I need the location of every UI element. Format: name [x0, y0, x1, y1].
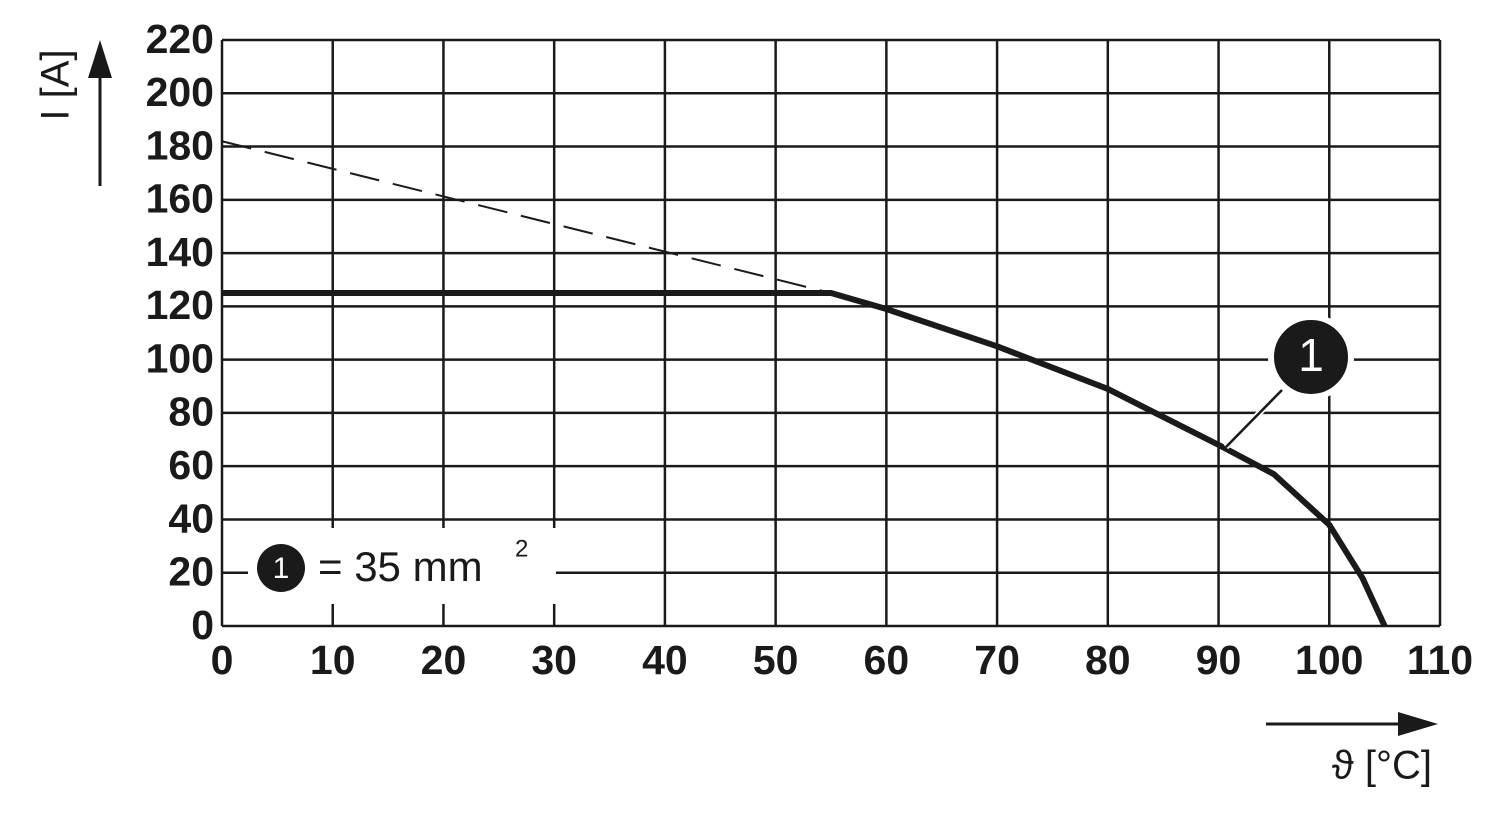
y-tick-label: 200 — [146, 69, 214, 115]
legend-text: = 35 mm — [318, 543, 483, 590]
x-tick-label: 40 — [642, 637, 688, 683]
y-tick-label: 140 — [146, 229, 214, 275]
y-tick-label: 160 — [146, 176, 214, 222]
y-tick-label: 180 — [146, 122, 214, 168]
legend-sup: 2 — [515, 535, 528, 562]
series-line — [222, 290, 1388, 628]
y-tick-label: 60 — [168, 442, 214, 488]
x-axis-arrowhead — [1398, 712, 1438, 736]
x-tick-label: 110 — [1407, 637, 1473, 683]
x-tick-label: 90 — [1196, 637, 1242, 683]
y-tick-label: 0 — [191, 602, 214, 648]
x-tick-label: 50 — [753, 637, 799, 683]
x-tick-label: 70 — [974, 637, 1020, 683]
y-axis-arrowhead — [88, 40, 112, 78]
legend-marker-label: 1 — [273, 552, 290, 585]
series-line — [221, 140, 832, 295]
x-tick-label: 30 — [531, 637, 577, 683]
x-tick-label: 60 — [864, 637, 910, 683]
y-tick-label: 100 — [146, 335, 214, 381]
plot — [221, 140, 1388, 628]
x-tick-label: 0 — [211, 637, 234, 683]
callout-leader — [1225, 389, 1283, 448]
y-tick-label: 80 — [168, 389, 214, 435]
y-tick-label: 20 — [168, 549, 214, 595]
x-tick-label: 100 — [1295, 637, 1363, 683]
y-tick-label: 40 — [168, 495, 214, 541]
y-tick-label: 220 — [146, 16, 214, 62]
callout-label: 1 — [1298, 329, 1324, 381]
x-tick-label: 10 — [310, 637, 356, 683]
callout-marker — [1268, 314, 1354, 400]
y-axis-label: I [A] — [34, 49, 78, 120]
y-tick-label: 120 — [146, 282, 214, 328]
legend-marker — [257, 544, 305, 592]
x-tick-label: 80 — [1085, 637, 1131, 683]
x-axis-label: ϑ [°C] — [1332, 744, 1432, 788]
x-tick-label: 20 — [421, 637, 467, 683]
